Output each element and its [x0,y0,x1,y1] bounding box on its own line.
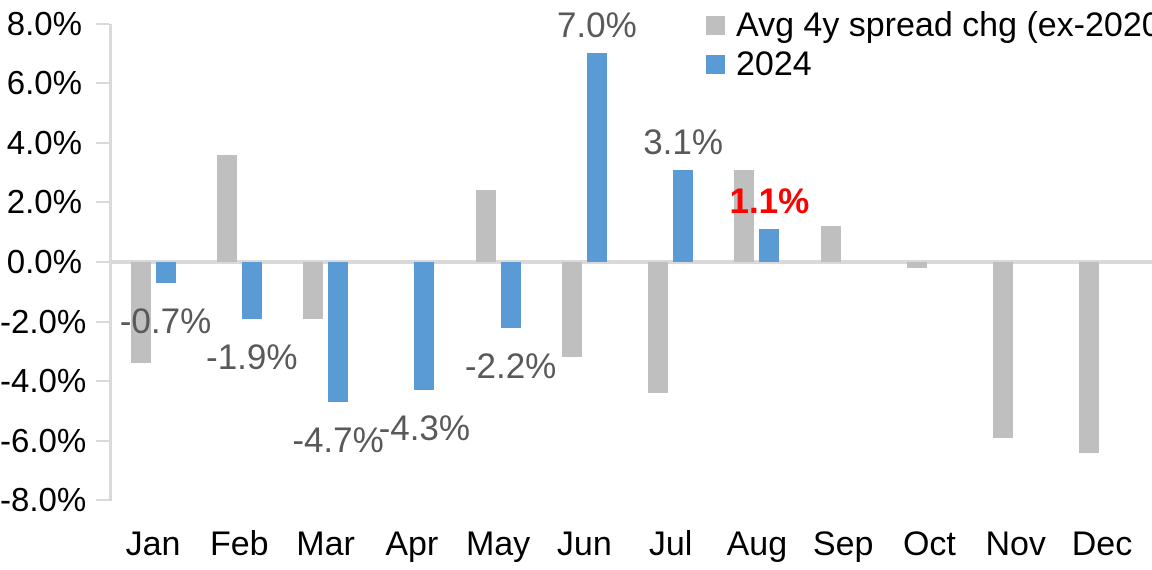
y-tick-mark [96,82,109,85]
bar-avg-jan [130,262,151,364]
legend: Avg 4y spread chg (ex-2020) 2024 [706,6,1152,84]
x-axis-label-aug: Aug [726,525,788,563]
x-axis-label-jun: Jun [556,525,612,563]
bar-2024-mar [328,262,349,403]
legend-swatch-2024 [706,55,725,74]
bar-2024-jul [673,169,694,262]
bar-avg-jul [648,262,669,394]
zero-gridline [109,260,1152,264]
bar-avg-dec [1079,262,1100,453]
legend-label-avg: Avg 4y spread chg (ex-2020) [736,6,1152,44]
y-tick-mark [96,141,109,144]
data-label-feb: -1.9% [206,337,298,377]
data-label-apr: -4.3% [378,409,471,449]
bar-2024-jun [586,53,607,262]
bar-avg-may [475,190,496,262]
legend-label-2024: 2024 [736,45,812,83]
bar-avg-oct [906,262,927,268]
x-axis-label-apr: Apr [385,525,439,563]
data-label-jul: 3.1% [643,122,723,162]
bar-2024-may [500,262,521,328]
legend-swatch-avg [706,16,725,35]
y-tick-label: 2.0% [6,183,82,221]
data-label-mar: -4.7% [292,421,384,461]
legend-item-avg: Avg 4y spread chg (ex-2020) [706,6,1152,45]
legend-item-2024: 2024 [706,45,1152,84]
y-tick-label: -8.0% [0,481,87,519]
data-label-aug: 1.1% [729,182,810,222]
bar-2024-apr [414,262,435,391]
y-tick-label: 0.0% [6,243,82,280]
y-tick-label: 4.0% [6,123,82,161]
bar-avg-nov [993,262,1014,438]
x-axis-label-sep: Sep [812,525,874,563]
y-tick-label: -2.0% [0,302,87,340]
bar-avg-aug [734,169,755,262]
bar-2024-feb [241,262,262,319]
x-axis-label-jan: Jan [125,525,181,563]
bar-avg-jun [561,262,582,358]
y-tick-mark [96,499,109,502]
x-axis-label-dec: Dec [1071,525,1133,563]
data-label-jun: 7.0% [556,6,637,46]
bar-avg-feb [216,154,237,262]
y-tick-label: -4.0% [0,362,87,400]
bar-avg-mar [303,262,324,319]
y-tick-mark [96,261,109,263]
y-tick-mark [96,380,109,383]
x-axis-label-feb: Feb [209,525,269,563]
y-tick-label: 8.0% [6,4,82,42]
y-tick-label: 6.0% [6,64,82,102]
y-tick-mark [96,320,109,323]
x-axis-label-mar: Mar [296,525,355,563]
y-tick-mark [96,22,109,25]
data-label-jan: -0.7% [119,301,212,341]
y-tick-mark [96,439,109,442]
bar-2024-jan [155,262,176,283]
x-axis-label-may: May [465,525,531,563]
y-tick-mark [96,201,109,204]
x-axis-label-jul: Jul [648,525,693,563]
x-axis-label-oct: Oct [902,525,956,563]
x-axis-label-nov: Nov [985,525,1046,563]
y-tick-label: -6.0% [0,421,87,459]
bar-avg-sep [820,226,841,262]
data-label-may: -2.2% [464,346,557,386]
bar-2024-aug [759,229,780,262]
